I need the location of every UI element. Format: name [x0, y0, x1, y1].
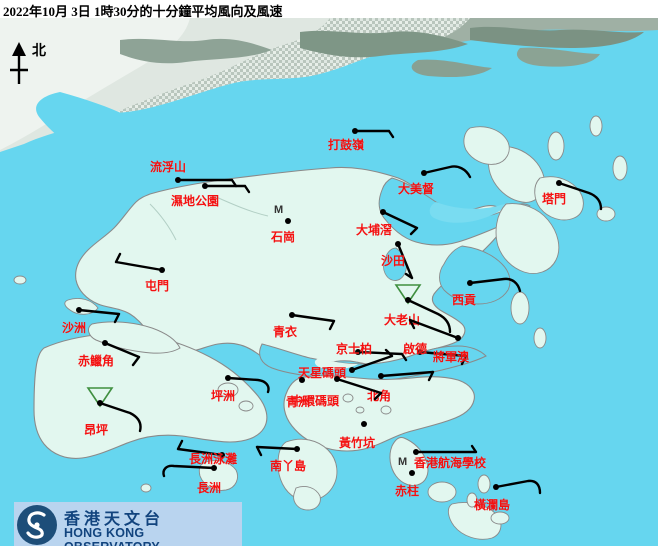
station-label: 北角 — [367, 389, 392, 403]
station-label: 濕地公園 — [171, 194, 220, 208]
station-label: 青洲 — [286, 395, 311, 409]
station-dot-icon — [556, 180, 562, 186]
station-dot-icon — [349, 367, 355, 373]
station-dot-icon — [294, 446, 300, 452]
station-dot-icon — [211, 465, 217, 471]
station-label: 赤鱲角 — [78, 354, 115, 368]
station-label: 青衣 — [273, 325, 298, 339]
station-label: 中環碼頭 — [291, 394, 340, 408]
station-dot-icon — [102, 340, 108, 346]
title-bar: 2022年10月 3日 1時30分的十分鐘平均風向及風速 — [0, 0, 658, 19]
station-label: 石崗 — [271, 230, 296, 244]
station-label: 長洲泳灘 — [189, 452, 238, 466]
station-dot-icon — [76, 307, 82, 313]
station-dot-icon — [361, 421, 367, 427]
map-canvas: 北 打鼓嶺流浮山濕地公園 M 石崗 大美督塔門大埔滘沙田屯門西貢大老山沙洲 青衣赤鱲角 京… — [0, 18, 658, 546]
station-label: 大老山 — [384, 313, 421, 327]
station-dot-icon — [225, 375, 231, 381]
station-label: 將軍澳 — [433, 350, 470, 364]
station-dot-icon — [467, 280, 473, 286]
deep-bay — [36, 92, 198, 172]
page-title: 2022年10月 3日 1時30分的十分鐘平均風向及風速 — [3, 4, 283, 19]
station-label: 屯門 — [145, 279, 170, 293]
station-label: 打鼓嶺 — [328, 138, 365, 152]
north-arrow-icon — [10, 42, 28, 84]
station-dot-icon — [159, 267, 165, 273]
station-dot-icon — [409, 470, 415, 476]
station-label: 沙田 — [381, 254, 406, 268]
logo-text-english: HONG KONG OBSERVATORY — [64, 526, 160, 546]
station-dot-icon — [378, 373, 384, 379]
station-label: 橫瀾島 — [474, 498, 511, 512]
station-label: 大埔滘 — [356, 223, 393, 237]
station-dot-icon — [421, 170, 427, 176]
station-m-flag: M — [398, 456, 408, 468]
station-dot-icon — [493, 484, 499, 490]
station-label: 香港航海學校 — [414, 456, 487, 470]
station-dot-icon — [405, 297, 411, 303]
station-label: 西貢 — [452, 293, 477, 307]
station-label: 京士柏 — [336, 342, 373, 356]
station-label: 啟德 — [403, 342, 428, 356]
station-label: 大美督 — [398, 182, 435, 196]
station-label: 南丫島 — [270, 459, 307, 473]
station-label: 流浮山 — [150, 160, 187, 174]
north-label: 北 — [32, 42, 46, 58]
station-label: 坪洲 — [211, 389, 236, 403]
station-dot-icon — [202, 183, 208, 189]
north-arrow: 北 — [6, 40, 64, 88]
station-dot-icon — [285, 218, 291, 224]
map-geography — [0, 18, 658, 546]
station-dot-icon — [380, 209, 386, 215]
logo-text-chinese: 香港天文台 — [64, 511, 165, 528]
station-label: 黃竹坑 — [339, 436, 376, 450]
station-dot-icon — [352, 128, 358, 134]
station-dot-icon — [299, 377, 305, 383]
station-label: 塔門 — [542, 192, 567, 206]
station-label: 赤柱 — [395, 484, 420, 498]
station-m-flag: M — [274, 204, 284, 216]
station-label: 昂坪 — [84, 423, 109, 437]
station-dot-icon — [289, 312, 295, 318]
station-dot-icon — [395, 241, 401, 247]
station-dot-icon — [455, 335, 461, 341]
station-dot-icon — [97, 400, 103, 406]
mainland-landmass — [0, 18, 658, 152]
hko-logo: 香港天文台 HONG KONG OBSERVATORY — [14, 502, 242, 546]
station-dot-icon — [175, 177, 181, 183]
logo-swirl-icon — [26, 511, 46, 539]
station-dot-icon — [334, 376, 340, 382]
station-label: 長洲 — [197, 481, 222, 495]
station-label: 沙洲 — [62, 321, 87, 335]
